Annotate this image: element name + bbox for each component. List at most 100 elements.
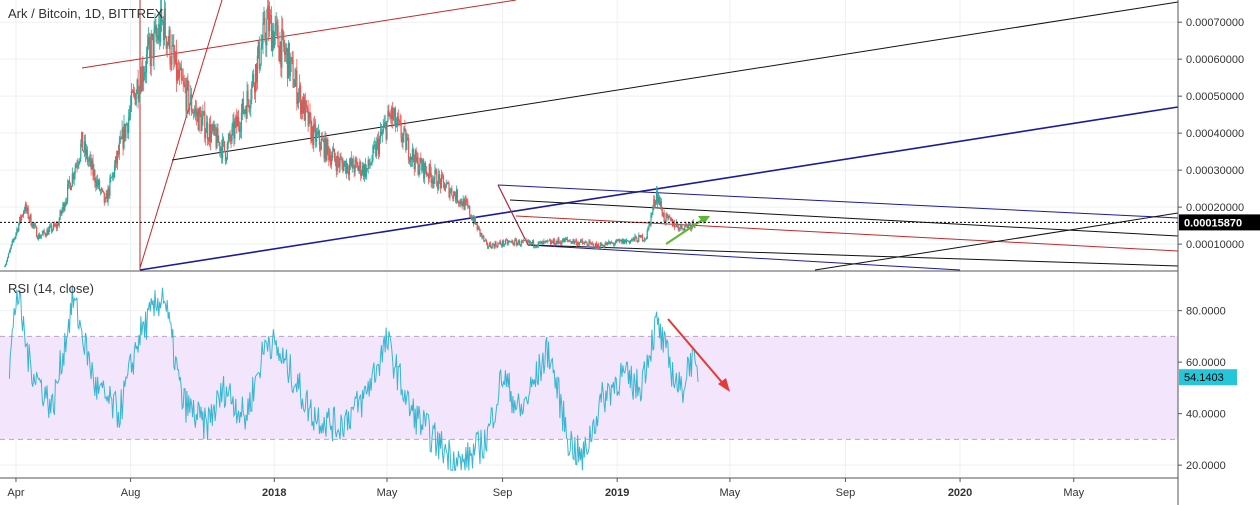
candle-body xyxy=(289,61,291,76)
candle-body xyxy=(548,240,551,242)
time-axis-labels[interactable]: Apr Aug 2018 May Sep 2019 May Sep 2020 May xyxy=(7,478,1085,499)
candle-body xyxy=(670,218,672,221)
candle-body xyxy=(666,214,668,215)
candle-body xyxy=(156,35,158,37)
candle-body xyxy=(475,223,477,225)
red-drop-line xyxy=(497,184,529,246)
candle-body xyxy=(254,64,257,93)
candle-body xyxy=(64,204,66,211)
candle-body xyxy=(559,242,561,243)
candle-body xyxy=(90,157,92,170)
candle-body xyxy=(654,199,656,205)
candle-body xyxy=(540,241,542,243)
candle-body xyxy=(377,138,380,155)
candle-body xyxy=(627,240,630,242)
candle-body xyxy=(55,224,57,229)
candle-body xyxy=(538,241,540,243)
candle-body xyxy=(416,157,418,162)
candle-body xyxy=(118,142,120,155)
candle-body xyxy=(424,163,426,179)
candle-body xyxy=(508,241,510,243)
candle-body xyxy=(428,164,430,179)
candle-body xyxy=(378,138,381,155)
candle-body xyxy=(688,223,691,225)
candle-body xyxy=(282,29,284,32)
candle-body xyxy=(440,174,443,188)
candle-body xyxy=(653,199,655,208)
candle-body xyxy=(277,25,279,47)
candle-body xyxy=(488,243,491,247)
time-tick-label: May xyxy=(377,487,398,499)
candle-body xyxy=(219,142,221,152)
candle-body xyxy=(495,242,497,246)
candle-body xyxy=(296,70,298,104)
candle-body xyxy=(467,202,469,208)
candle-body xyxy=(222,138,225,142)
candle-body xyxy=(215,134,217,148)
candle-body xyxy=(501,244,503,246)
candle-body xyxy=(369,164,371,166)
candle-body xyxy=(419,157,421,171)
candle-body xyxy=(500,241,502,245)
candle-body xyxy=(140,79,142,92)
candle-body xyxy=(351,158,353,166)
candle-body xyxy=(504,239,506,245)
candle-body xyxy=(324,136,326,159)
candle-body xyxy=(375,144,377,156)
symbol-title[interactable]: Ark / Bitcoin, 1D, BITTREX xyxy=(8,6,164,21)
candle-body xyxy=(667,214,669,218)
candle-body xyxy=(247,90,249,101)
candle-body xyxy=(98,180,101,191)
candle-body xyxy=(682,228,684,230)
candle-body xyxy=(588,241,590,248)
candle-body xyxy=(579,242,581,245)
candle-body xyxy=(487,246,490,248)
candle-body xyxy=(213,124,215,131)
candle-body xyxy=(136,79,138,94)
candle-body xyxy=(178,70,181,79)
candle-body xyxy=(355,159,357,162)
candle-body xyxy=(143,76,145,82)
candle-body xyxy=(281,29,283,68)
candle-body xyxy=(73,174,75,180)
candle-body xyxy=(88,159,90,161)
candle-body xyxy=(261,43,263,48)
candle-body xyxy=(357,164,359,171)
candle-body xyxy=(394,108,397,127)
candle-body xyxy=(542,241,544,245)
candle-body xyxy=(245,109,247,119)
candle-body xyxy=(198,108,200,131)
candle-body xyxy=(24,204,26,211)
candle-body xyxy=(68,180,71,184)
candle-body xyxy=(661,209,663,217)
candle-body xyxy=(46,229,48,237)
candle-body xyxy=(280,41,282,68)
candle-body xyxy=(468,206,470,208)
candle-body xyxy=(659,201,661,206)
candle-body xyxy=(607,242,609,246)
candle-body xyxy=(408,137,410,160)
candle-body xyxy=(633,237,635,241)
candle-body xyxy=(649,223,651,226)
candle-body xyxy=(385,122,387,140)
candle-body xyxy=(406,140,408,151)
time-tick-label: 2020 xyxy=(948,487,972,499)
price-tag-bg xyxy=(1179,214,1260,231)
candle-body xyxy=(102,190,104,193)
time-tick-label: Sep xyxy=(836,487,856,499)
candle-body xyxy=(214,124,216,135)
rsi-title[interactable]: RSI (14, close) xyxy=(8,281,94,296)
candle-body xyxy=(127,123,129,133)
candle-body xyxy=(196,111,198,116)
candle-body xyxy=(486,243,489,248)
candle-body xyxy=(520,240,522,245)
candle-body xyxy=(662,212,664,217)
candle-body xyxy=(599,243,601,249)
candle-body xyxy=(641,235,643,238)
candle-body xyxy=(286,48,289,79)
candle-body xyxy=(557,238,559,244)
candle-body xyxy=(186,80,188,111)
candle-body xyxy=(417,157,419,175)
candle-body xyxy=(565,238,568,240)
